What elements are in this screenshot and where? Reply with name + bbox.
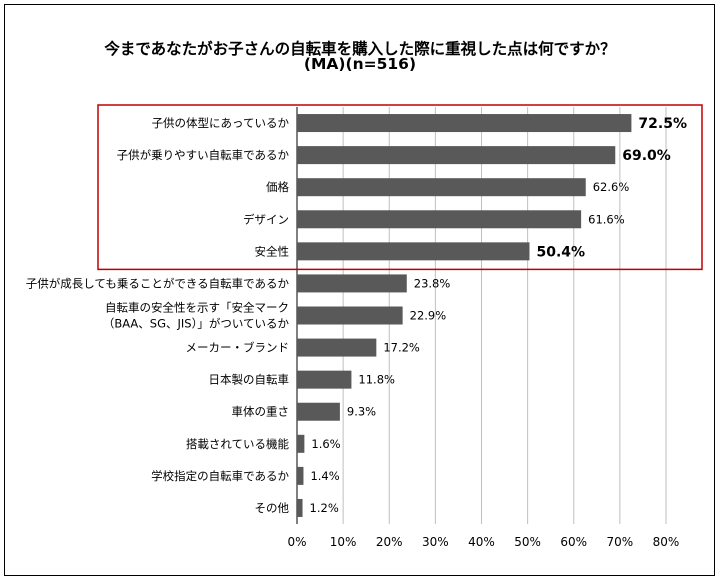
highlight-box: [97, 104, 703, 271]
category-label: 車体の重さ: [232, 405, 290, 419]
bar: [297, 114, 632, 133]
x-tick-label: 60%: [560, 535, 587, 549]
category-label: その他: [255, 501, 290, 515]
bar: [297, 242, 530, 261]
category-label: 安全性: [255, 244, 290, 258]
bar: [297, 306, 403, 325]
x-tick-label: 30%: [422, 535, 449, 549]
category-label: （BAA、SG、JIS）」がついているか: [103, 317, 290, 331]
x-tick-label: 70%: [607, 535, 634, 549]
chart-title: 今まであなたがお子さんの自転車を購入した際に重視した点は何ですか？: [104, 40, 616, 58]
category-label: 価格: [266, 180, 289, 194]
bar: [297, 146, 616, 165]
data-label: 62.6%: [593, 180, 630, 194]
x-tick-label: 80%: [653, 535, 680, 549]
category-label: 子供が成長しても乗ることができる自転車であるか: [26, 276, 290, 290]
data-label: 9.3%: [347, 405, 376, 419]
bar: [297, 338, 377, 357]
data-label: 11.8%: [358, 373, 395, 387]
bar: [297, 402, 340, 421]
bar: [297, 498, 303, 517]
chart-subtitle: (MA)(n=516): [303, 55, 417, 73]
x-tick-label: 40%: [468, 535, 495, 549]
data-label: 61.6%: [588, 212, 625, 226]
category-label: 子供が乗りやすい自転車であるか: [117, 148, 290, 162]
category-label: 子供の体型にあっているか: [152, 116, 290, 130]
category-label: 搭載されている機能: [186, 437, 290, 451]
category-label: 日本製の自転車: [209, 373, 290, 387]
x-tick-label: 20%: [376, 535, 403, 549]
category-label: デザイン: [243, 212, 289, 226]
data-label: 50.4%: [536, 244, 585, 260]
category-label: 学校指定の自転車であるか: [151, 469, 289, 483]
bar: [297, 370, 352, 389]
x-tick-label: 0%: [287, 535, 306, 549]
data-label: 1.4%: [310, 469, 339, 483]
bar: [297, 434, 305, 453]
category-label: 自転車の安全性を示す「安全マーク: [105, 301, 289, 315]
data-label: 17.2%: [383, 341, 420, 355]
category-label: メーカー・ブランド: [186, 341, 290, 355]
data-label: 22.9%: [410, 309, 447, 323]
x-tick-label: 50%: [514, 535, 541, 549]
x-tick-label: 10%: [330, 535, 357, 549]
bar: [297, 178, 586, 197]
bar: [297, 466, 304, 485]
data-label: 69.0%: [622, 148, 671, 164]
bar: [297, 210, 582, 229]
bar: [297, 274, 407, 293]
data-label: 1.6%: [311, 437, 340, 451]
data-label: 72.5%: [638, 116, 687, 132]
data-label: 1.2%: [310, 501, 339, 515]
data-label: 23.8%: [414, 276, 451, 290]
